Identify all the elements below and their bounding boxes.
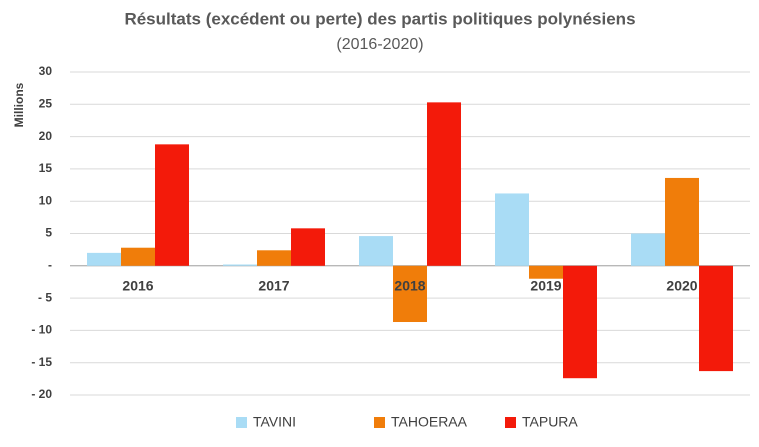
x-tick-label: 2019	[530, 278, 561, 294]
bar	[427, 102, 461, 266]
bar	[563, 265, 597, 379]
bar	[359, 236, 393, 266]
legend-swatch	[505, 417, 516, 428]
y-tick-label: 10	[39, 193, 53, 207]
bar	[223, 264, 257, 266]
y-tick-label: 5	[45, 226, 52, 240]
y-tick-label: 20	[39, 129, 53, 143]
x-tick-label: 2016	[122, 278, 153, 294]
y-axis-label: Millions	[12, 82, 26, 127]
bar	[495, 193, 529, 266]
x-tick-label: 2017	[258, 278, 289, 294]
bar	[529, 265, 563, 279]
chart-title: Résultats (excédent ou perte) des partis…	[124, 9, 635, 28]
legend-label: TAVINI	[253, 414, 296, 430]
y-tick-label: -	[48, 258, 52, 272]
y-tick-label: - 20	[31, 387, 52, 401]
bar	[665, 177, 699, 266]
y-tick-label: - 10	[31, 323, 52, 337]
bar	[699, 265, 733, 372]
y-tick-label: - 15	[31, 355, 52, 369]
legend-label: TAPURA	[522, 414, 578, 430]
y-tick-label: 15	[39, 161, 53, 175]
bar	[121, 247, 155, 266]
x-tick-label: 2020	[666, 278, 697, 294]
y-tick-label: - 5	[38, 290, 52, 304]
x-tick-label: 2018	[394, 278, 425, 294]
bar	[257, 250, 291, 266]
y-tick-label: 25	[39, 96, 53, 110]
legend-label: TAHOERAA	[391, 414, 468, 430]
legend-swatch	[236, 417, 247, 428]
bar	[393, 265, 427, 323]
bar	[291, 228, 325, 266]
legend-swatch	[374, 417, 385, 428]
y-tick-label: 30	[39, 64, 53, 78]
bar	[631, 233, 665, 266]
bar	[155, 144, 189, 266]
bar	[87, 252, 121, 266]
chart-subtitle: (2016-2020)	[336, 36, 423, 53]
